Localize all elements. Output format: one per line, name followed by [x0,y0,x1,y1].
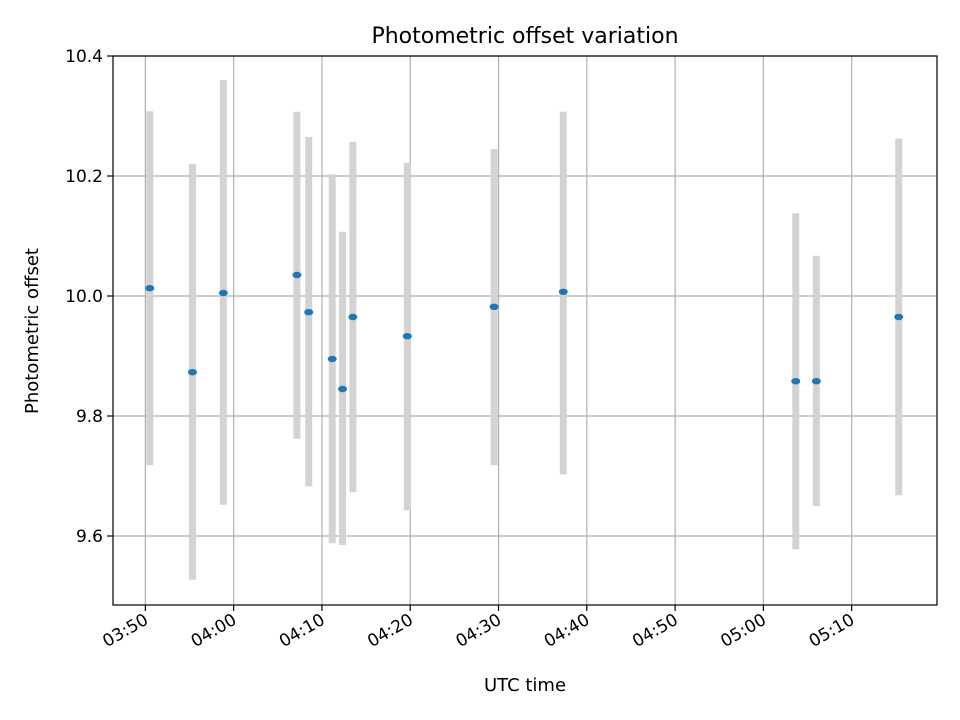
y-tick-label: 10.0 [65,287,103,307]
data-point [811,378,821,385]
data-point [187,369,197,376]
data-point [145,285,155,292]
plot-frame [112,55,938,606]
y-axis-label: Photometric offset [22,248,43,414]
data-point [558,288,568,295]
data-points [145,271,904,393]
y-tick-label: 9.6 [76,527,103,547]
x-axis-label: UTC time [484,675,566,696]
y-tick-label: 9.8 [76,407,103,427]
data-point [402,333,412,340]
grid-lines [113,55,937,605]
data-point [218,289,228,297]
data-point [791,378,801,385]
y-axis: 9.6 9.8 10.0 10.2 10.4 [65,47,113,547]
y-tick-label: 10.2 [65,167,103,187]
data-point [327,355,337,363]
data-point [489,303,499,310]
data-point [348,313,358,321]
data-point [338,385,348,393]
data-point [292,271,302,279]
y-tick-label: 10.4 [65,47,103,67]
data-point [304,309,314,316]
plot-background [113,56,937,605]
chart-title: Photometric offset variation [371,24,678,49]
data-point [894,313,904,321]
